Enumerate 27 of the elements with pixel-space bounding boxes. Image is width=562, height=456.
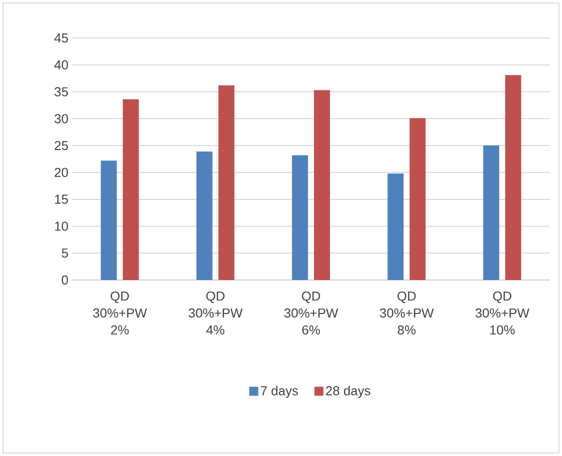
y-tick-label: 20 xyxy=(54,168,68,178)
bar xyxy=(314,90,330,280)
y-tick-label: 15 xyxy=(55,194,68,204)
bar xyxy=(388,174,404,280)
y-tick-label: 45 xyxy=(54,33,68,43)
x-tick-label: QD 30%+PW 4% xyxy=(188,292,243,334)
bar xyxy=(505,75,522,280)
bar xyxy=(483,146,500,280)
legend-label: 28 days xyxy=(326,386,370,398)
bar xyxy=(122,99,139,280)
y-tick-label: 35 xyxy=(54,87,68,96)
x-tick-label: QD 30%+PW 6% xyxy=(284,292,338,335)
x-tick-label: QD 30%+PW 10% xyxy=(476,292,530,335)
bar xyxy=(292,155,308,280)
y-tick-label: 5 xyxy=(62,248,68,258)
x-tick-label: QD 30%+PW 8% xyxy=(380,292,434,335)
y-tick-label: 40 xyxy=(54,60,68,70)
bar xyxy=(196,151,212,280)
x-tick-label: QD 30%+PW 2% xyxy=(93,292,147,334)
legend-label: 7 days xyxy=(260,386,298,398)
y-tick-label: 10 xyxy=(55,222,68,231)
y-tick-label: 0 xyxy=(62,275,68,285)
bar xyxy=(100,160,117,280)
y-tick-label: 25 xyxy=(54,140,68,150)
bar xyxy=(410,118,426,280)
y-tick-label: 30 xyxy=(54,114,68,124)
bar xyxy=(218,85,234,280)
